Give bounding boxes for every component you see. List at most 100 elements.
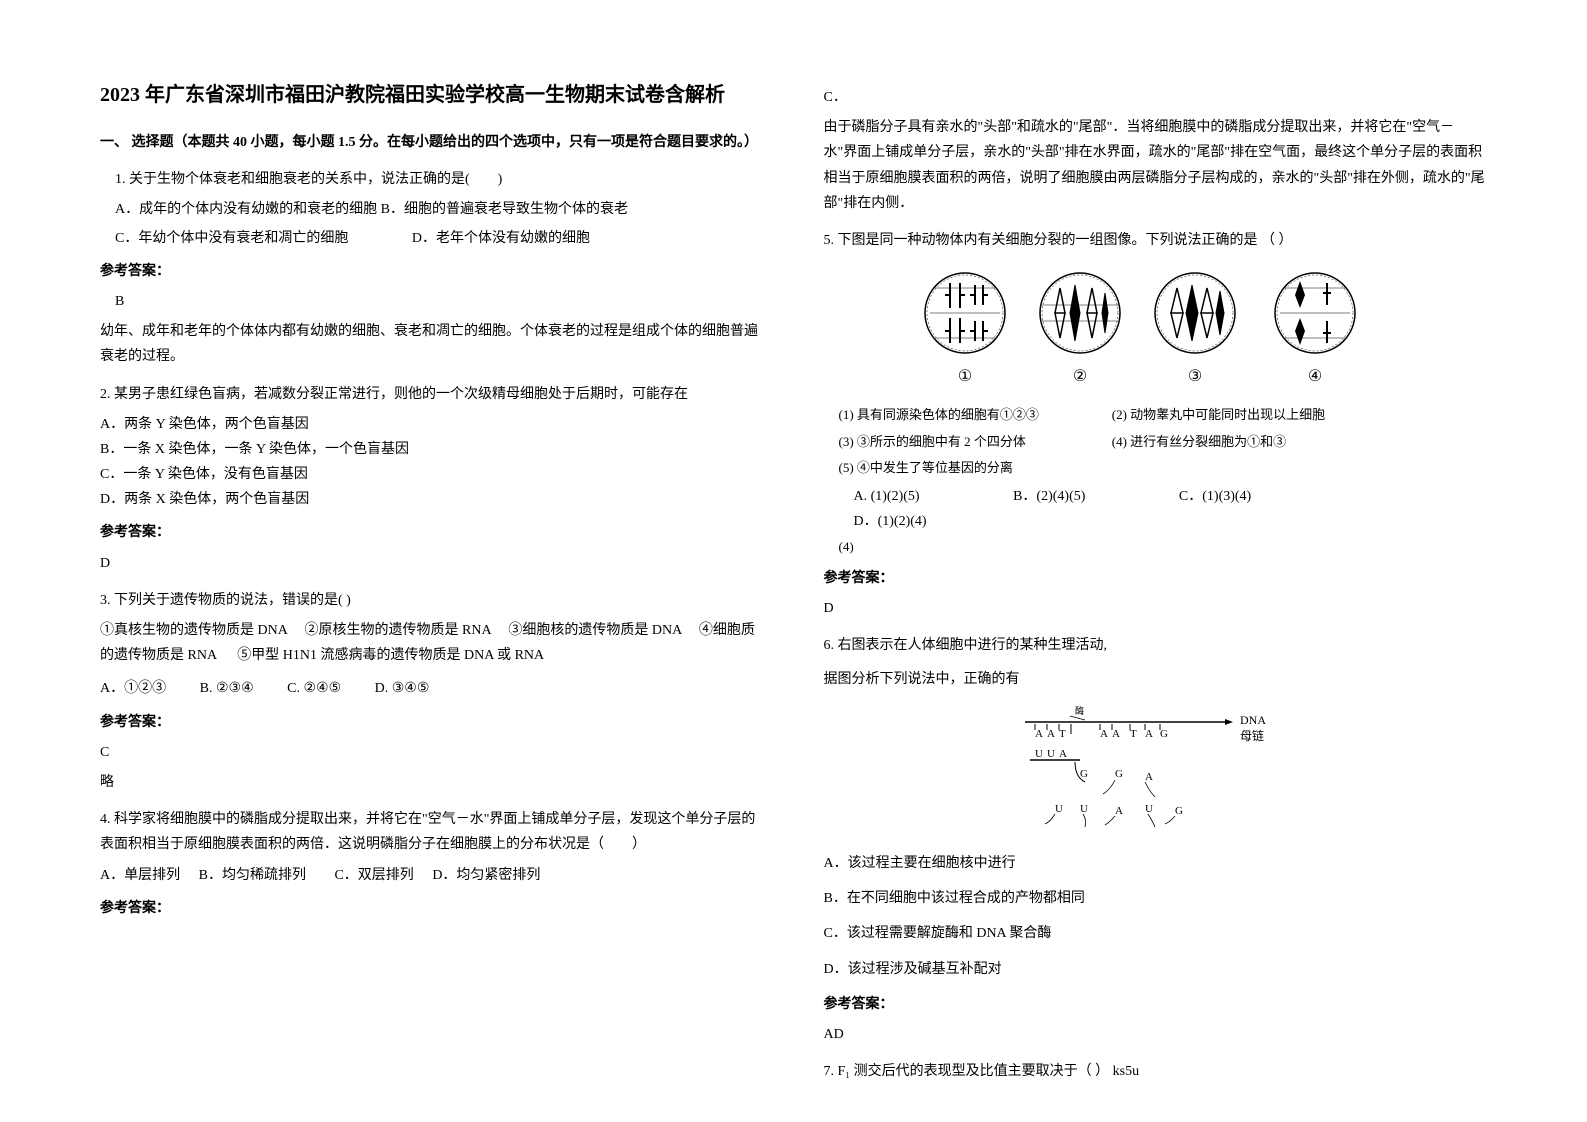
q3-opt-a: A．①②③ [100, 676, 166, 701]
svg-text:U: U [1055, 803, 1063, 815]
q5-numbered-items: (1) 具有同源染色体的细胞有①②③ (2) 动物睾丸中可能同时出现以上细胞 (… [839, 403, 1488, 479]
q5-answer-label: 参考答案： [824, 566, 1488, 591]
q6-opt-c: C．该过程需要解旋酶和 DNA 聚合酶 [824, 921, 1488, 946]
svg-text:T: T [1130, 728, 1137, 740]
q5-item5: (5) ④中发生了等位基因的分离 [839, 456, 1488, 479]
q6-answer-label: 参考答案： [824, 992, 1488, 1017]
q4-opt-a: A．单层排列 [100, 863, 180, 888]
svg-text:A: A [1047, 728, 1055, 740]
q3-options: A．①②③ B. ②③④ C. ②④⑤ D. ③④⑤ [100, 676, 764, 701]
q5-text: 5. 下图是同一种动物体内有关细胞分裂的一组图像。下列说法正确的是 （ ） [824, 228, 1488, 253]
section-header: 一、 选择题（本题共 40 小题，每小题 1.5 分。在每小题给出的四个选项中，… [100, 130, 764, 155]
q2-answer: D [100, 551, 764, 576]
svg-text:U: U [1080, 803, 1088, 815]
svg-text:A: A [1035, 728, 1043, 740]
svg-text:酶: 酶 [1075, 705, 1084, 716]
q1-options-line2: C．年幼个体中没有衰老和凋亡的细胞 D．老年个体没有幼嫩的细胞 [115, 226, 764, 251]
q2-opt-a: A．两条 Y 染色体，两个色盲基因 [100, 412, 764, 437]
q1-answer: B [115, 289, 764, 314]
q4-options: A．单层排列 B．均匀稀疏排列 C．双层排列 D．均匀紧密排列 [100, 863, 764, 888]
q1-explanation: 幼年、成年和老年的个体体内都有幼嫩的细胞、衰老和凋亡的细胞。个体衰老的过程是组成… [100, 319, 764, 369]
question-1: 1. 关于生物个体衰老和细胞衰老的关系中，说法正确的是( ) A．成年的个体内没… [100, 167, 764, 251]
dna-label1: DNA [1240, 713, 1266, 727]
q6-opt-a: A．该过程主要在细胞核中进行 [824, 851, 1488, 876]
q2-opt-d: D．两条 X 染色体，两个色盲基因 [100, 487, 764, 512]
svg-text:A: A [1059, 748, 1067, 760]
cell-label-3: ③ [1188, 368, 1202, 385]
q4-opt-d: D．均匀紧密排列 [432, 863, 540, 888]
q4-text: 4. 科学家将细胞膜中的磷脂成分提取出来，并将它在"空气－水"界面上铺成单分子层… [100, 807, 764, 857]
q5-extra: (4) [839, 535, 1488, 558]
q5-item4: (4) 进行有丝分裂细胞为①和③ [1112, 434, 1286, 449]
q1-opt-c: C．年幼个体中没有衰老和凋亡的细胞 [115, 231, 348, 246]
q1-answer-label: 参考答案： [100, 259, 764, 284]
q5-item1: (1) 具有同源染色体的细胞有①②③ [839, 403, 1109, 426]
svg-text:T: T [1059, 728, 1066, 740]
svg-text:A: A [1115, 805, 1123, 817]
question-7: 7. F₁ 测交后代的表现型及比值主要取决于（ ） ks5u [824, 1059, 1488, 1084]
q5-item2: (2) 动物睾丸中可能同时出现以上细胞 [1112, 407, 1325, 422]
q2-opt-b: B．一条 X 染色体，一条 Y 染色体，一个色盲基因 [100, 437, 764, 462]
q3-opt-d: D. ③④⑤ [375, 676, 430, 701]
question-3: 3. 下列关于遗传物质的说法，错误的是( ) ①真核生物的遗传物质是 DNA ②… [100, 588, 764, 702]
q1-opt-d: D．老年个体没有幼嫩的细胞 [412, 231, 590, 246]
q5-opt-b: B．(2)(4)(5) [1013, 484, 1085, 509]
question-6: 6. 右图表示在人体细胞中进行的某种生理活动, 据图分析下列说法中，正确的有 酶… [824, 633, 1488, 981]
q3-answer: C [100, 740, 764, 765]
q3-opt-c: C. ②④⑤ [287, 676, 341, 701]
svg-text:G: G [1080, 768, 1088, 780]
svg-text:A: A [1112, 728, 1120, 740]
q2-answer-label: 参考答案： [100, 520, 764, 545]
cell-label-4: ④ [1308, 368, 1322, 385]
right-column: C． 由于磷脂分子具有亲水的"头部"和疏水的"尾部"．当将细胞膜中的磷脂成分提取… [824, 80, 1488, 1042]
q3-items: ①真核生物的遗传物质是 DNA ②原核生物的遗传物质是 RNA ③细胞核的遗传物… [100, 618, 764, 668]
q3-text: 3. 下列关于遗传物质的说法，错误的是( ) [100, 588, 764, 613]
svg-text:U: U [1035, 748, 1043, 760]
svg-text:A: A [1100, 728, 1108, 740]
q5-letter-options: A. (1)(2)(5) B．(2)(4)(5) C．(1)(3)(4) D．(… [854, 484, 1488, 534]
svg-text:U: U [1145, 803, 1153, 815]
q3-answer-label: 参考答案： [100, 710, 764, 735]
q4-opt-b: B．均匀稀疏排列 [199, 863, 306, 888]
cell-label-1: ① [958, 368, 972, 385]
svg-text:A: A [1145, 771, 1153, 783]
q5-opt-a: A. (1)(2)(5) [854, 484, 920, 509]
q5-item3: (3) ③所示的细胞中有 2 个四分体 [839, 430, 1109, 453]
q5-answer: D [824, 596, 1488, 621]
q1-text: 1. 关于生物个体衰老和细胞衰老的关系中，说法正确的是( ) [115, 167, 764, 192]
q1-opt-b: B．细胞的普遍衰老导致生物个体的衰老 [381, 202, 628, 217]
q4-explanation: 由于磷脂分子具有亲水的"头部"和疏水的"尾部"．当将细胞膜中的磷脂成分提取出来，… [824, 115, 1488, 216]
svg-text:G: G [1115, 768, 1123, 780]
dna-label2: 母链 [1240, 728, 1264, 743]
svg-text:U: U [1047, 748, 1055, 760]
svg-text:G: G [1160, 728, 1168, 740]
q2-opt-c: C．一条 Y 染色体，没有色盲基因 [100, 462, 764, 487]
q2-text: 2. 某男子患红绿色盲病，若减数分裂正常进行，则他的一个次级精母细胞处于后期时，… [100, 382, 764, 407]
cell-diagram: ① ② ③ ④ [824, 263, 1488, 393]
q4-answer: C． [824, 85, 1488, 110]
q6-answer: AD [824, 1022, 1488, 1047]
q6-subtext: 据图分析下列说法中，正确的有 [824, 667, 1488, 692]
dna-diagram: 酶 AAT AAT AG [824, 702, 1488, 841]
svg-text:G: G [1175, 805, 1183, 817]
svg-text:A: A [1145, 728, 1153, 740]
question-2: 2. 某男子患红绿色盲病，若减数分裂正常进行，则他的一个次级精母细胞处于后期时，… [100, 382, 764, 513]
q4-answer-label: 参考答案： [100, 896, 764, 921]
q4-opt-c: C．双层排列 [334, 863, 413, 888]
left-column: 2023 年广东省深圳市福田沪教院福田实验学校高一生物期末试卷含解析 一、 选择… [100, 80, 764, 1042]
q6-opt-b: B．在不同细胞中该过程合成的产物都相同 [824, 886, 1488, 911]
q3-opt-b: B. ②③④ [200, 676, 254, 701]
q6-opt-d: D．该过程涉及碱基互补配对 [824, 957, 1488, 982]
q7-text: 7. F₁ 测交后代的表现型及比值主要取决于（ ） ks5u [824, 1059, 1488, 1084]
q1-options-line1: A．成年的个体内没有幼嫩的和衰老的细胞 B．细胞的普遍衰老导致生物个体的衰老 [115, 197, 764, 222]
q6-options: A．该过程主要在细胞核中进行 B．在不同细胞中该过程合成的产物都相同 C．该过程… [824, 851, 1488, 982]
q5-opt-c: C．(1)(3)(4) [1179, 484, 1251, 509]
document-title: 2023 年广东省深圳市福田沪教院福田实验学校高一生物期末试卷含解析 [100, 80, 764, 110]
cell-label-2: ② [1073, 368, 1087, 385]
question-5: 5. 下图是同一种动物体内有关细胞分裂的一组图像。下列说法正确的是 （ ） [824, 228, 1488, 558]
q3-explanation: 略 [100, 770, 764, 795]
q5-opt-d: D．(1)(2)(4) [854, 509, 927, 534]
question-4: 4. 科学家将细胞膜中的磷脂成分提取出来，并将它在"空气－水"界面上铺成单分子层… [100, 807, 764, 888]
q1-opt-a: A．成年的个体内没有幼嫩的和衰老的细胞 [115, 202, 377, 217]
q6-text: 6. 右图表示在人体细胞中进行的某种生理活动, [824, 633, 1488, 658]
